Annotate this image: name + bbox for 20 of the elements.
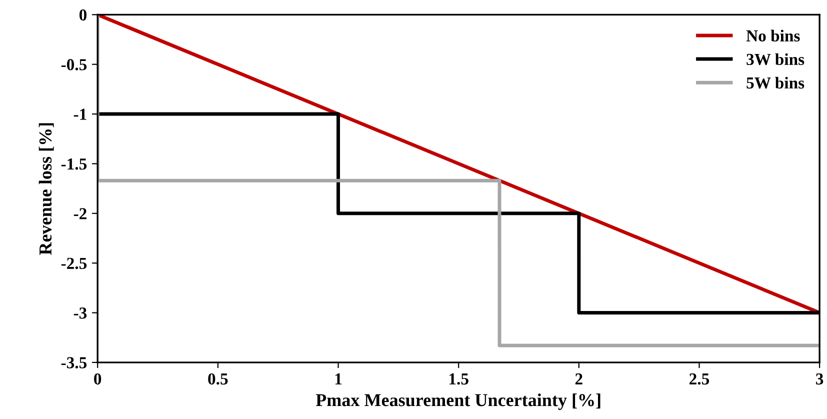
y-tick-label: -1.5 (61, 158, 87, 170)
x-tick-label: 2.5 (690, 373, 710, 385)
y-tick-label: -3.5 (61, 357, 87, 368)
x-tick-label: 3 (816, 373, 824, 385)
x-tick-label: 1 (335, 373, 342, 384)
y-axis-title: Revenue loss [%] (38, 123, 54, 255)
y-tick-label: -2.5 (61, 258, 87, 270)
y-tick-label: -2 (74, 208, 86, 220)
y-tick-label: -0.5 (61, 59, 87, 70)
y-tick-label: -1 (74, 108, 86, 120)
y-tick-label: 0 (79, 9, 87, 21)
x-tick-label: 0 (94, 373, 102, 385)
x-tick-label: 0.5 (208, 373, 228, 385)
legend-label: No bins (746, 30, 800, 42)
x-tick-label: 1.5 (449, 373, 468, 385)
x-tick-label: 2 (575, 373, 582, 384)
legend-label: 5W bins (746, 76, 804, 89)
y-tick-label: -3 (74, 308, 87, 319)
x-axis-title: Pmax Measurement Uncertainty [%] (316, 394, 600, 410)
legend-label: 3W bins (746, 53, 804, 66)
